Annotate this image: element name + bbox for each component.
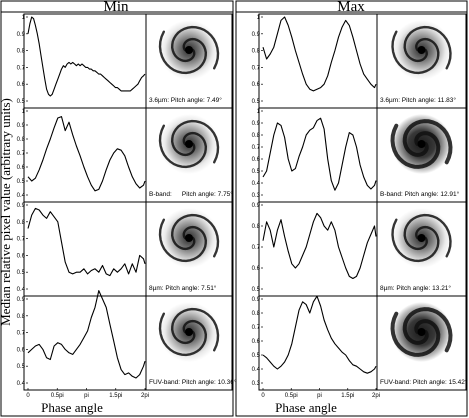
y-tick-label: 1 xyxy=(257,15,261,21)
y-tick-label: 0.8 xyxy=(17,314,26,320)
y-tick-label: 0.8 xyxy=(252,311,261,317)
y-tick-label: 0.3 xyxy=(252,381,261,387)
y-tick-label: 0.8 xyxy=(252,133,261,139)
y-tick-label: 0.7 xyxy=(252,325,261,331)
y-tick-label: 0.9 xyxy=(17,297,26,303)
y-tick-label: 0.5 xyxy=(252,99,261,105)
y-tick-label: 1 xyxy=(257,109,261,115)
y-axis-label: Median relative pixel value (arbitrary u… xyxy=(0,98,13,326)
x-tick-label: 2pi xyxy=(141,393,149,399)
y-tick-label: 0.8 xyxy=(17,49,26,55)
y-tick-label: 0.5 xyxy=(252,169,261,175)
y-tick-label: 0.3 xyxy=(252,193,261,199)
pitch-angle-caption: 3.6µm: Pitch angle: 7.49° xyxy=(149,96,222,104)
y-tick-label: 0.7 xyxy=(17,331,26,337)
y-tick-label: 0.5 xyxy=(17,179,26,185)
y-tick-label: 1 xyxy=(22,15,26,21)
series-line xyxy=(27,207,146,277)
series-line xyxy=(262,117,377,191)
y-tick-label: 0.8 xyxy=(17,220,26,226)
y-tick-label: 0.6 xyxy=(17,253,26,259)
galaxy-thumbnail xyxy=(391,20,452,80)
y-tick-label: 0.9 xyxy=(252,121,261,127)
pitch-angle-caption: B-band: Pitch angle: 7.75° xyxy=(149,190,233,198)
series-line xyxy=(27,16,146,97)
panel-frame xyxy=(23,295,233,391)
pitch-angle-caption: B-band: Pitch angle: 12.91° xyxy=(380,190,460,198)
y-tick-label: 1 xyxy=(22,109,26,115)
galaxy-thumbnail xyxy=(158,20,220,80)
y-tick-label: 0.5 xyxy=(17,270,26,276)
galaxy-thumbnail xyxy=(391,208,452,268)
y-tick-label: 0.4 xyxy=(17,193,26,199)
y-tick-label: 0.7 xyxy=(252,245,261,251)
y-tick-label: 0.8 xyxy=(17,137,26,143)
x-tick-label: 0.5pi xyxy=(51,393,64,399)
y-tick-label: 0.7 xyxy=(17,237,26,243)
y-tick-label: 0.7 xyxy=(252,145,261,151)
series-line xyxy=(27,116,146,192)
galaxy-thumbnail xyxy=(158,302,220,362)
y-tick-label: 0.6 xyxy=(252,266,261,272)
y-tick-label: 0.6 xyxy=(17,347,26,353)
left-column-frame xyxy=(0,0,234,417)
x-axis-label-right: Phase angle xyxy=(275,400,337,415)
y-tick-label: 0.8 xyxy=(252,224,261,230)
y-tick-label: 0.6 xyxy=(17,82,26,88)
series-line xyxy=(262,16,377,92)
right-column-title: Max xyxy=(337,0,365,15)
y-tick-label: 0.9 xyxy=(252,32,261,38)
y-tick-label: 0.5 xyxy=(252,287,261,293)
y-tick-label: 0.8 xyxy=(252,49,261,55)
y-tick-label: 0.9 xyxy=(17,123,26,129)
y-tick-label: 0.9 xyxy=(252,297,261,303)
x-tick-label: 0 xyxy=(261,393,265,399)
y-tick-label: 0.5 xyxy=(17,99,26,105)
y-tick-label: 0.9 xyxy=(17,32,26,38)
y-tick-label: 0.7 xyxy=(17,151,26,157)
y-tick-label: 0.9 xyxy=(252,203,261,209)
pitch-angle-caption: 8µm: Pitch angle: 7.51° xyxy=(149,284,217,292)
x-tick-label: pi xyxy=(317,393,322,399)
x-tick-label: 0.5pi xyxy=(285,393,298,399)
right-column-frame xyxy=(235,0,468,417)
x-tick-label: 2pi xyxy=(372,393,380,399)
panel-frame xyxy=(258,295,467,391)
pitch-angle-caption: 3.6µm: Pitch angle: 11.83° xyxy=(380,96,456,104)
y-tick-label: 0.6 xyxy=(252,157,261,163)
y-tick-label: 0.6 xyxy=(17,165,26,171)
y-tick-label: 0.7 xyxy=(252,65,261,71)
x-tick-label: pi xyxy=(84,393,89,399)
series-line xyxy=(262,295,377,374)
galaxy-thumbnail xyxy=(390,302,453,362)
series-line xyxy=(27,290,146,379)
x-tick-label: 0 xyxy=(26,393,30,399)
pitch-angle-caption: FUV-band: Pitch angle: 10.36° xyxy=(149,378,237,386)
y-tick-label: 0.7 xyxy=(17,65,26,71)
y-tick-label: 0.6 xyxy=(252,82,261,88)
y-tick-label: 0.4 xyxy=(17,287,26,293)
left-column-title: Min xyxy=(103,0,129,15)
x-tick-label: 1.5pi xyxy=(341,393,354,399)
pitch-angle-caption: 8µm: Pitch angle: 13.21° xyxy=(380,284,451,292)
y-tick-label: 0.4 xyxy=(252,367,261,373)
pitch-angle-caption: FUV-band: Pitch angle: 15.42° xyxy=(380,378,468,386)
y-tick-label: 0.6 xyxy=(252,339,261,345)
series-line xyxy=(262,212,377,280)
galaxy-thumbnail xyxy=(390,114,453,174)
x-tick-label: 1.5pi xyxy=(109,393,122,399)
y-tick-label: 0.5 xyxy=(17,364,26,370)
y-tick-label: 0.4 xyxy=(17,381,26,387)
galaxy-thumbnail xyxy=(158,114,220,174)
y-tick-label: 0.9 xyxy=(17,203,26,209)
x-axis-label-left: Phase angle xyxy=(41,400,103,415)
galaxy-thumbnail xyxy=(158,208,220,268)
y-tick-label: 0.4 xyxy=(252,181,261,187)
y-tick-label: 0.5 xyxy=(252,353,261,359)
